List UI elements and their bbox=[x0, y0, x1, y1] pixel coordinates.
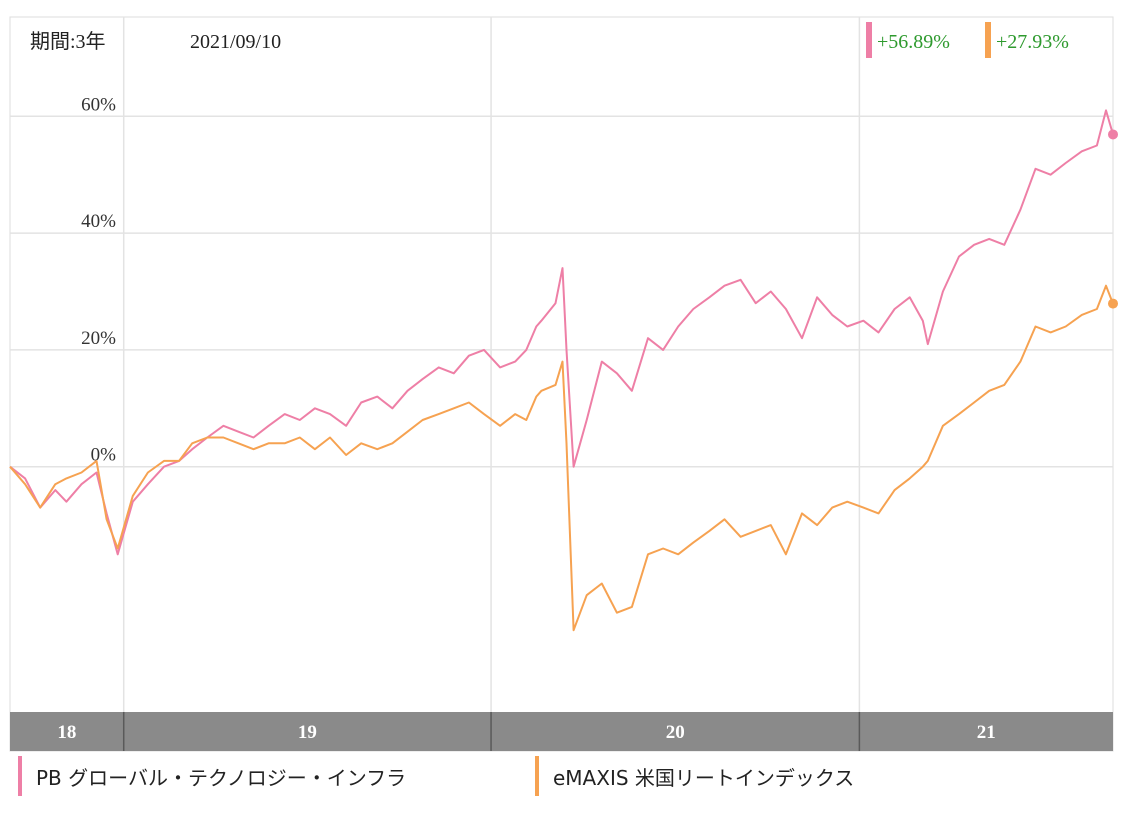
x-tick-label: 18 bbox=[57, 722, 76, 743]
series-line-1 bbox=[9, 109, 1114, 556]
x-tick-label: 20 bbox=[666, 722, 685, 743]
y-tick-label: 20% bbox=[81, 328, 116, 349]
series-endpoint-2 bbox=[1108, 298, 1118, 309]
plot-frame bbox=[9, 16, 1114, 752]
legend-label-2: eMAXIS 米国リートインデックス bbox=[553, 765, 855, 790]
y-tick-label: 60% bbox=[81, 94, 116, 115]
legend-item-2: eMAXIS 米国リートインデックス bbox=[535, 754, 854, 798]
period-label: 期間:3年 bbox=[30, 30, 106, 53]
series-endpoint-1 bbox=[1108, 129, 1118, 140]
legend-item-1: PB グローバル・テクノロジー・インフラ bbox=[18, 754, 406, 798]
return-swatch-2 bbox=[985, 22, 991, 58]
legend-label-1: PB グローバル・テクノロジー・インフラ bbox=[36, 765, 407, 790]
x-axis-band bbox=[10, 712, 1113, 751]
y-tick-label: 40% bbox=[81, 211, 116, 232]
x-tick-label: 19 bbox=[298, 722, 317, 743]
x-tick-label: 21 bbox=[977, 722, 996, 743]
legend-swatch-1 bbox=[18, 756, 22, 796]
return-value-2: +27.93% bbox=[996, 31, 1069, 53]
return-value-1: +56.89% bbox=[877, 31, 950, 53]
date-label: 2021/09/10 bbox=[190, 31, 281, 53]
return-swatch-1 bbox=[866, 22, 872, 58]
series-line-2 bbox=[9, 284, 1114, 632]
legend-swatch-2 bbox=[535, 756, 539, 796]
